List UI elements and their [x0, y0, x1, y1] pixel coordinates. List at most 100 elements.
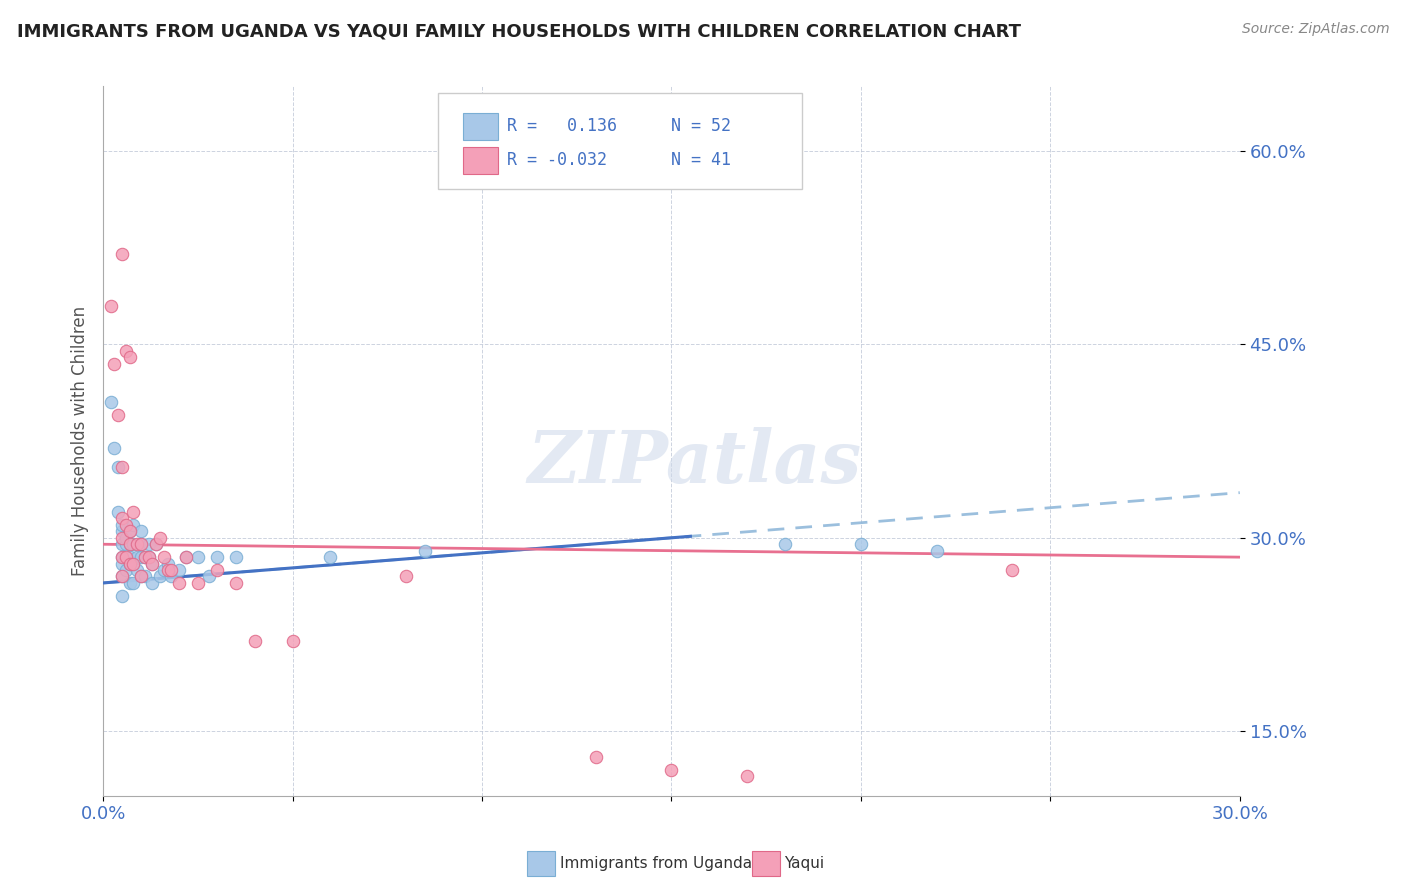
Point: [156, 563, 179, 577]
Point: [129, 550, 152, 565]
Point: [111, 569, 134, 583]
Point: [118, 524, 141, 539]
Point: [319, 550, 342, 565]
Point: [149, 531, 172, 545]
Point: [925, 543, 948, 558]
Point: [107, 409, 129, 423]
Point: [115, 563, 138, 577]
Point: [111, 524, 134, 539]
Point: [118, 576, 141, 591]
Point: [115, 517, 138, 532]
FancyBboxPatch shape: [439, 94, 803, 189]
Point: [129, 524, 152, 539]
Point: [127, 537, 149, 551]
Point: [103, 357, 125, 371]
Point: [122, 576, 145, 591]
Point: [100, 395, 122, 409]
Point: [118, 537, 141, 551]
Text: N = 41: N = 41: [672, 151, 731, 169]
Point: [118, 557, 141, 571]
Point: [118, 550, 141, 565]
Point: [134, 550, 156, 565]
Text: Yaqui: Yaqui: [785, 856, 825, 871]
Point: [111, 511, 134, 525]
Point: [205, 550, 228, 565]
Point: [115, 550, 138, 565]
Point: [160, 569, 183, 583]
Point: [149, 569, 172, 583]
Text: N = 52: N = 52: [672, 117, 731, 135]
Point: [115, 343, 138, 358]
Point: [127, 563, 149, 577]
Point: [187, 576, 209, 591]
Point: [138, 550, 160, 565]
Point: [122, 537, 145, 551]
Point: [141, 557, 163, 571]
Point: [111, 557, 134, 571]
Point: [111, 589, 134, 603]
Point: [198, 569, 221, 583]
Point: [141, 557, 163, 571]
Point: [111, 537, 134, 551]
FancyBboxPatch shape: [464, 112, 498, 139]
Point: [115, 537, 138, 551]
Point: [281, 634, 304, 648]
Point: [115, 531, 138, 545]
Point: [141, 576, 163, 591]
Text: Immigrants from Uganda: Immigrants from Uganda: [560, 856, 752, 871]
Point: [138, 550, 160, 565]
Point: [160, 563, 183, 577]
Point: [118, 350, 141, 364]
Point: [585, 750, 607, 764]
Point: [111, 569, 134, 583]
Point: [129, 537, 152, 551]
Point: [395, 569, 418, 583]
Point: [129, 569, 152, 583]
Point: [122, 505, 145, 519]
Point: [1001, 563, 1024, 577]
FancyBboxPatch shape: [464, 146, 498, 174]
Point: [129, 569, 152, 583]
Point: [111, 550, 134, 565]
Point: [187, 550, 209, 565]
Point: [127, 550, 149, 565]
Point: [413, 543, 436, 558]
Point: [176, 550, 198, 565]
Point: [167, 563, 190, 577]
Text: ZIPatlas: ZIPatlas: [527, 427, 862, 498]
Y-axis label: Family Households with Children: Family Households with Children: [72, 306, 89, 576]
Point: [134, 569, 156, 583]
Point: [735, 769, 758, 783]
Point: [225, 576, 247, 591]
Point: [134, 550, 156, 565]
Point: [152, 550, 174, 565]
Point: [118, 524, 141, 539]
Point: [129, 537, 152, 551]
Point: [107, 459, 129, 474]
Point: [111, 459, 134, 474]
Text: R =   0.136: R = 0.136: [506, 117, 617, 135]
Point: [118, 557, 141, 571]
Point: [225, 550, 247, 565]
Point: [773, 537, 796, 551]
Point: [122, 557, 145, 571]
Point: [103, 441, 125, 455]
Point: [107, 505, 129, 519]
Point: [205, 563, 228, 577]
Point: [122, 517, 145, 532]
Point: [156, 557, 179, 571]
Text: IMMIGRANTS FROM UGANDA VS YAQUI FAMILY HOUSEHOLDS WITH CHILDREN CORRELATION CHAR: IMMIGRANTS FROM UGANDA VS YAQUI FAMILY H…: [17, 22, 1021, 40]
Point: [100, 299, 122, 313]
Point: [176, 550, 198, 565]
Point: [145, 537, 167, 551]
Point: [111, 550, 134, 565]
Point: [661, 763, 683, 777]
Point: [111, 531, 134, 545]
Point: [849, 537, 872, 551]
Point: [111, 517, 134, 532]
Point: [145, 537, 167, 551]
Text: R = -0.032: R = -0.032: [506, 151, 606, 169]
Point: [111, 247, 134, 261]
Point: [167, 576, 190, 591]
Text: Source: ZipAtlas.com: Source: ZipAtlas.com: [1241, 22, 1389, 37]
